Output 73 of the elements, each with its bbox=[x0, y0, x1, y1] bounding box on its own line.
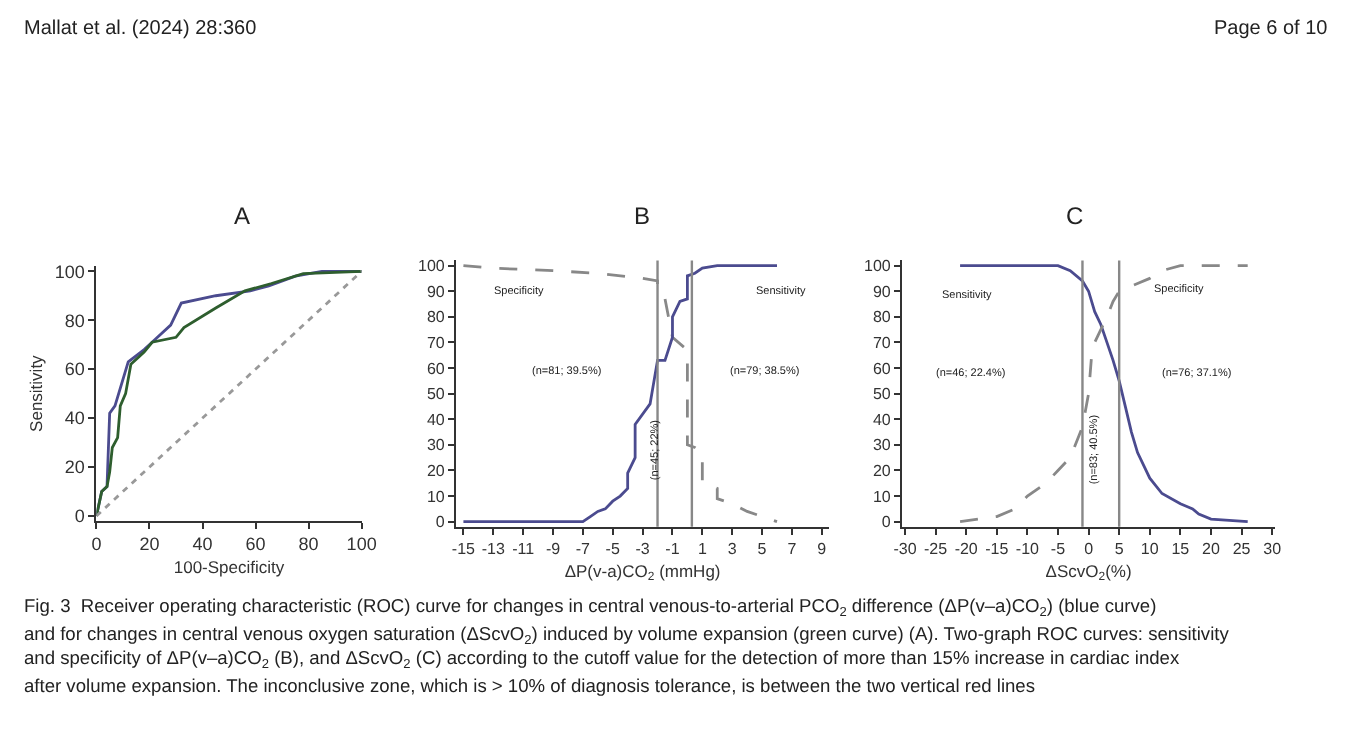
x-tick-label: 9 bbox=[817, 540, 828, 558]
chart-title: C bbox=[1066, 202, 1084, 230]
x-tick-label: 3 bbox=[727, 540, 738, 558]
y-tick-label: 100 bbox=[864, 257, 892, 276]
text: Mallat et al. (2024) 28:360 bbox=[24, 18, 258, 40]
y-tick-label: 10 bbox=[872, 487, 892, 506]
y-tick-label: 60 bbox=[64, 359, 85, 380]
y-tick-label: 30 bbox=[872, 436, 892, 455]
y-tick-label: 80 bbox=[64, 310, 85, 331]
y-tick-label: 50 bbox=[426, 385, 446, 404]
x-tick-label: -15 bbox=[985, 540, 1010, 558]
x-tick-label: -10 bbox=[1015, 540, 1041, 558]
y-tick-label: 70 bbox=[426, 334, 446, 353]
x-tick-label: 20 bbox=[139, 534, 160, 555]
y-tick-label: 40 bbox=[64, 408, 85, 429]
y-tick-label: 0 bbox=[435, 513, 446, 532]
x-tick-label: -5 bbox=[605, 540, 621, 558]
y-tick-label: 30 bbox=[426, 436, 446, 455]
x-tick-label: 80 bbox=[298, 534, 319, 555]
x-tick-label: -7 bbox=[575, 540, 592, 558]
y-axis-title: Sensitivity bbox=[25, 353, 46, 432]
x-tick-label: 30 bbox=[1263, 540, 1283, 558]
y-tick-label: 20 bbox=[64, 457, 85, 478]
x-tick-label: 25 bbox=[1232, 540, 1252, 558]
y-tick-label: 0 bbox=[74, 506, 85, 527]
x-axis-title: ΔP(v-a)CO$_{2}$ (mmHg) bbox=[564, 560, 721, 585]
x-tick-label: 1 bbox=[697, 540, 708, 558]
x-tick-label: -11 bbox=[512, 540, 536, 558]
x-tick-label: 7 bbox=[787, 540, 798, 558]
x-tick-label: 20 bbox=[1202, 540, 1221, 558]
y-tick-label: 10 bbox=[426, 487, 446, 506]
y-tick-label: 0 bbox=[881, 513, 892, 532]
x-tick-label: -30 bbox=[893, 540, 918, 558]
y-tick-label: 50 bbox=[872, 385, 892, 404]
y-tick-label: 100 bbox=[54, 261, 85, 282]
x-tick-label: 100 bbox=[346, 534, 377, 555]
y-tick-label: 90 bbox=[426, 282, 446, 301]
x-tick-label: -5 bbox=[1050, 540, 1067, 558]
x-tick-label: 10 bbox=[1140, 540, 1160, 558]
x-tick-label: -9 bbox=[545, 540, 562, 558]
x-tick-label: -13 bbox=[481, 540, 506, 558]
x-tick-label: 0 bbox=[1084, 540, 1095, 558]
chart-title: B bbox=[634, 202, 651, 230]
y-tick-label: 20 bbox=[872, 462, 892, 481]
text: after volume expansion. The inconclusive zone, which is > 10% of diagnosis tolerance, is between the two vertical red lines bbox=[24, 676, 1036, 696]
caption: Fig. 3 Receiver operating characteristic (ROC) curve for changes in central venous-to-arterial PCO$_{2}$ difference (ΔP(v–a)CO$_{2}$) (blue curve) bbox=[24, 596, 1157, 620]
x-tick-label: 0 bbox=[91, 534, 102, 555]
x-tick-label: 5 bbox=[757, 540, 768, 558]
x-tick-label: -15 bbox=[451, 540, 477, 558]
y-tick-label: 60 bbox=[872, 359, 892, 378]
x-axis-title: ΔScvO$_{2}$(%) bbox=[1045, 560, 1132, 585]
y-tick-label: 60 bbox=[426, 359, 446, 378]
chart-title: A bbox=[234, 202, 251, 230]
x-tick-label: 40 bbox=[192, 534, 213, 555]
y-tick-label: 80 bbox=[872, 308, 892, 327]
x-tick-label: 60 bbox=[245, 534, 266, 555]
y-tick-label: 40 bbox=[426, 410, 446, 429]
text: and for changes in central venous oxygen saturation (ΔScvO$_{2}$) induced by volume expansion (green curve) (A). Two-graph ROC curves: sensitivity bbox=[24, 624, 1230, 648]
x-tick-label: -3 bbox=[635, 540, 651, 558]
y-tick-label: 40 bbox=[872, 410, 892, 429]
text: and specificity of ΔP(v–a)CO$_{2}$ (B), and ΔScvO$_{2}$ (C) according to the cutoff value for the detection of more than 15% increase in cardiac index bbox=[24, 648, 1180, 672]
y-tick-label: 90 bbox=[872, 282, 892, 301]
x-tick-label: 15 bbox=[1171, 540, 1191, 558]
y-tick-label: 20 bbox=[426, 462, 446, 481]
x-tick-label: -1 bbox=[665, 540, 681, 558]
x-tick-label: -20 bbox=[954, 540, 979, 558]
y-tick-label: 100 bbox=[418, 257, 446, 276]
text: Page 6 of 10 bbox=[1214, 18, 1329, 40]
y-tick-label: 70 bbox=[872, 334, 892, 353]
x-tick-label: 5 bbox=[1114, 540, 1125, 558]
x-axis-title: 100-Specificity bbox=[173, 557, 286, 578]
x-tick-label: -25 bbox=[924, 540, 949, 558]
y-tick-label: 80 bbox=[426, 308, 446, 327]
